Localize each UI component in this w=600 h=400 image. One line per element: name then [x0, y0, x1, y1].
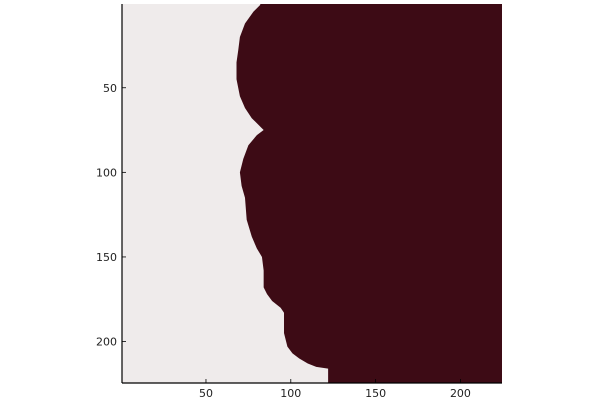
x-axis-ticks: 50 100 150 200 — [199, 379, 471, 400]
y-axis-ticks: 50 100 150 200 — [96, 82, 126, 349]
x-tick-label: 200 — [450, 387, 471, 400]
foreground-region — [236, 4, 503, 383]
x-tick-label: 50 — [199, 387, 213, 400]
y-tick-label: 50 — [103, 82, 117, 95]
y-tick-label: 150 — [96, 251, 117, 264]
y-tick-label: 100 — [96, 166, 117, 179]
x-tick-label: 150 — [365, 387, 386, 400]
y-tick-label: 200 — [96, 336, 117, 349]
x-tick-label: 100 — [280, 387, 301, 400]
